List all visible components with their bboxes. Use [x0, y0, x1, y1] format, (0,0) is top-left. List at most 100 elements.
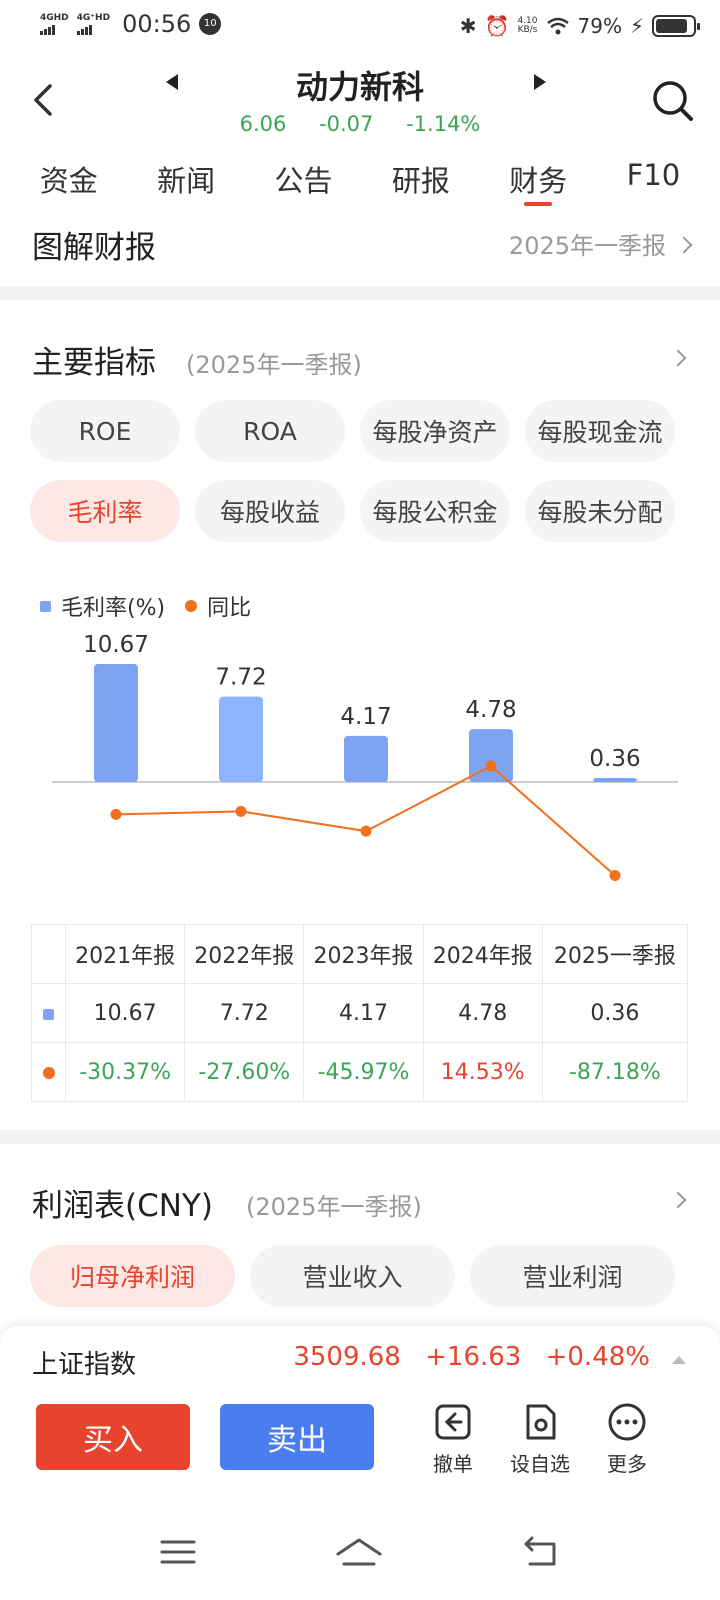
chip-revenue[interactable]: 营业收入	[250, 1245, 455, 1307]
chip-undistributed-per-share[interactable]: 每股未分配	[525, 480, 675, 542]
table-cell: 4.78	[422, 983, 543, 1043]
charging-icon: ⚡	[629, 14, 644, 38]
line-legend-label: 同比	[207, 596, 252, 621]
chip-operating-profit[interactable]: 营业利润	[470, 1245, 675, 1307]
chip-eps[interactable]: 每股收益	[195, 480, 345, 542]
alarm-icon: ⏰	[484, 14, 510, 38]
add-watchlist-icon	[526, 1404, 556, 1440]
bluetooth-icon: ✱	[459, 14, 477, 38]
index-change-pct: +0.48%	[545, 1342, 650, 1372]
home-icon[interactable]	[334, 1532, 384, 1572]
indicators-title: 主要指标	[32, 345, 156, 381]
table-cell: -27.60%	[184, 1042, 305, 1102]
chip-gross-margin[interactable]: 毛利率	[30, 480, 180, 542]
yoy-point-2024年报	[485, 760, 497, 772]
chip-net-profit-parent[interactable]: 归母净利润	[30, 1245, 235, 1307]
signal-1-icon: 4GHD	[40, 13, 69, 35]
cancel-order-button[interactable]: 撤单	[413, 1402, 493, 1477]
chip-cashflow-per-share[interactable]: 每股现金流	[525, 400, 675, 462]
stock-name: 动力新科	[295, 68, 424, 106]
tab-f10[interactable]: F10	[626, 158, 681, 192]
search-icon[interactable]	[650, 78, 696, 124]
wifi-icon	[546, 17, 569, 35]
index-name[interactable]: 上证指数	[32, 1350, 137, 1380]
table-cell: 7.72	[184, 983, 305, 1043]
tab-news[interactable]: 新闻	[157, 164, 216, 198]
bar-2024年报	[469, 729, 513, 782]
cancel-order-label: 撤单	[433, 1452, 473, 1476]
table-cell: -87.18%	[541, 1042, 689, 1102]
bar-value-label: 7.72	[215, 665, 266, 691]
add-watchlist-button[interactable]: 设自选	[500, 1402, 580, 1477]
profit-title: 利润表(CNY)	[32, 1188, 213, 1224]
profit-chevron-icon[interactable]	[669, 1191, 687, 1209]
bar-value-label: 4.78	[465, 697, 516, 723]
indicators-chevron-icon[interactable]	[669, 349, 687, 367]
index-values[interactable]: 3509.68 +16.63 +0.48%	[277, 1342, 650, 1372]
table-header-cell: 2024年报	[422, 924, 543, 984]
bar-legend-label: 毛利率(%)	[61, 596, 166, 621]
table-header-row: 2021年报 2022年报 2023年报 2024年报 2025一季报	[31, 924, 689, 984]
bar-legend-swatch	[40, 600, 51, 612]
more-button[interactable]: 更多	[587, 1402, 667, 1477]
yoy-point-2021年报	[110, 808, 122, 820]
bottom-panel: 上证指数 3509.68 +16.63 +0.48% 买入 卖出 撤单 设自选 …	[0, 1326, 720, 1600]
status-bar: 4GHD 4G⁺HD 00:56 10 ✱ ⏰ 4.10 KB/s 79% ⚡	[0, 0, 720, 56]
bar-2021年报	[94, 664, 138, 782]
graph-report-period: 2025年一季报	[509, 226, 693, 261]
prev-stock-button[interactable]	[160, 70, 184, 94]
table-cell: 0.36	[541, 983, 689, 1043]
clock: 00:56	[122, 10, 192, 38]
table-cell: 4.17	[303, 983, 424, 1043]
chip-reserve-per-share[interactable]: 每股公积金	[360, 480, 510, 542]
stock-header: 动力新科 6.06 -0.07 -1.14%	[0, 56, 720, 146]
chip-roe[interactable]: ROE	[30, 400, 180, 462]
table-header-cell: 2025一季报	[541, 924, 689, 984]
system-nav-bar	[0, 1510, 720, 1600]
table-header-cell: 2022年报	[184, 924, 305, 984]
buy-button[interactable]: 买入	[36, 1404, 190, 1470]
tab-bar: 资金 新闻 公告 研报 财务 F10	[0, 150, 720, 210]
chip-nav-per-share[interactable]: 每股净资产	[360, 400, 510, 462]
bar-series-marker	[43, 1008, 54, 1020]
bar-value-label: 0.36	[589, 746, 640, 772]
bar-2025一季报	[593, 778, 637, 782]
index-change: +16.63	[425, 1342, 522, 1372]
tab-research[interactable]: 研报	[391, 164, 450, 198]
back-button[interactable]	[26, 80, 62, 120]
caret-up-icon[interactable]	[672, 1356, 686, 1364]
tab-funds[interactable]: 资金	[39, 164, 98, 198]
next-stock-button[interactable]	[528, 70, 552, 94]
more-icon	[608, 1403, 646, 1441]
indicators-period: (2025年一季报)	[186, 351, 362, 379]
graph-report-row[interactable]: 图解财报 2025年一季报	[0, 210, 720, 290]
bar-value-label: 4.17	[340, 704, 391, 730]
quote-line: 6.06 -0.07 -1.14%	[0, 112, 720, 136]
section-divider	[0, 1130, 720, 1144]
stock-change: -0.07	[319, 112, 374, 136]
signal-2-icon: 4G⁺HD	[76, 13, 110, 35]
table-cell: -30.37%	[64, 1042, 186, 1102]
table-header-cell: 2021年报	[64, 924, 186, 984]
section-divider	[0, 286, 720, 300]
chip-roa[interactable]: ROA	[195, 400, 345, 462]
battery-percent: 79%	[577, 14, 622, 38]
tab-finance[interactable]: 财务	[509, 150, 567, 208]
sell-button[interactable]: 卖出	[220, 1404, 374, 1470]
table-cell: 14.53%	[422, 1042, 543, 1102]
chevron-right-icon	[675, 236, 693, 254]
bar-value-label: 10.67	[83, 632, 149, 658]
menu-icon[interactable]	[158, 1532, 198, 1572]
bar-2022年报	[219, 696, 263, 782]
gross-margin-chart: 10.67 7.72 4.17 4.78 0.36	[52, 632, 678, 882]
table-cell: 10.67	[64, 983, 186, 1043]
battery-icon	[652, 15, 700, 37]
line-series-marker	[42, 1066, 55, 1079]
table-cell: -45.97%	[303, 1042, 424, 1102]
tab-announcements[interactable]: 公告	[274, 164, 333, 198]
table-header-cell: 2023年报	[303, 924, 424, 984]
yoy-point-2022年报	[235, 805, 247, 817]
line-legend-swatch	[185, 600, 198, 612]
back-nav-icon[interactable]	[520, 1532, 560, 1572]
yoy-point-2025一季报	[609, 870, 621, 882]
